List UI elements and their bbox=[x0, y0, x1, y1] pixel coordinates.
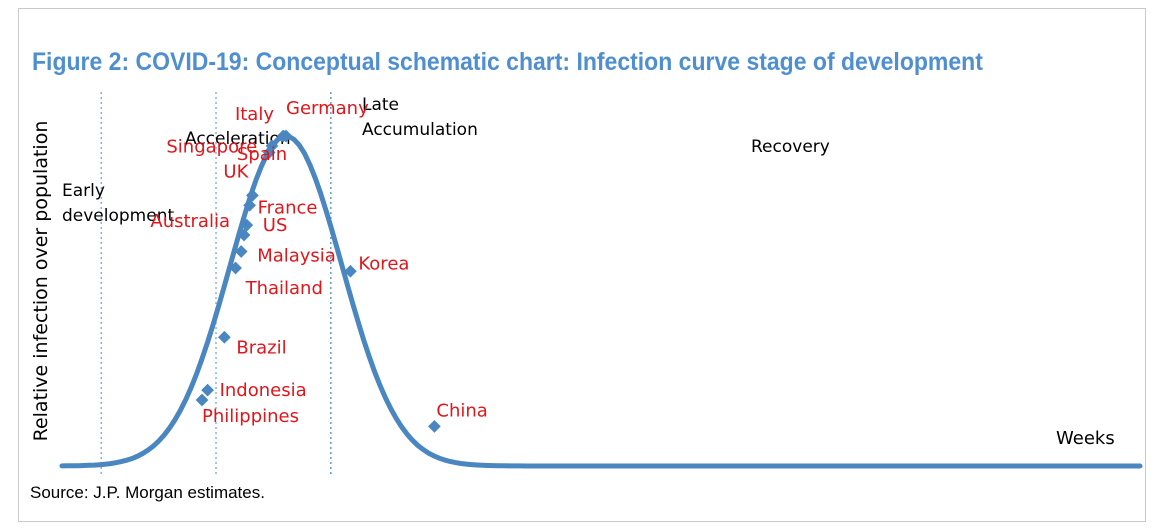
country-label-korea: Korea bbox=[358, 253, 409, 274]
chart-title: Figure 2: COVID-19: Conceptual schematic… bbox=[32, 48, 983, 76]
country-label-spain: Spain bbox=[237, 144, 287, 165]
country-label-indonesia: Indonesia bbox=[220, 380, 307, 401]
country-label-us: US bbox=[263, 215, 288, 236]
country-label-australia: Australia bbox=[150, 211, 230, 232]
chart-frame bbox=[18, 8, 1146, 522]
country-label-uk: UK bbox=[223, 161, 249, 182]
country-label-germany: Germany bbox=[286, 98, 369, 119]
country-label-malaysia: Malaysia bbox=[257, 246, 336, 267]
country-label-china: China bbox=[436, 400, 487, 421]
marker-thailand bbox=[229, 261, 242, 275]
source-note: Source: J.P. Morgan estimates. bbox=[30, 483, 265, 502]
stage-label-early: Early bbox=[62, 181, 105, 201]
country-label-thailand: Thailand bbox=[245, 278, 323, 299]
marker-malaysia bbox=[234, 245, 248, 258]
marker-brazil bbox=[218, 330, 231, 344]
marker-indonesia bbox=[201, 383, 214, 397]
stage-label-recovery: Recovery bbox=[751, 137, 830, 157]
marker-australia bbox=[237, 228, 251, 242]
marker-germany bbox=[279, 129, 293, 143]
marker-china bbox=[428, 420, 441, 433]
stage-label-early: development bbox=[62, 206, 174, 226]
country-label-singapore: Singapore bbox=[166, 137, 257, 158]
stage-label-late: Late bbox=[362, 95, 399, 115]
country-label-italy: Italy bbox=[235, 104, 274, 125]
marker-korea bbox=[344, 264, 357, 278]
country-label-france: France bbox=[258, 197, 318, 218]
marker-philippines bbox=[195, 393, 209, 407]
stage-label-late: Accumulation bbox=[362, 120, 478, 140]
country-label-philippines: Philippines bbox=[202, 406, 299, 427]
x-axis-label: Weeks bbox=[1056, 428, 1115, 449]
marker-uk bbox=[246, 189, 259, 202]
marker-us bbox=[240, 218, 254, 232]
marker-france bbox=[243, 198, 256, 212]
stage-label-acceleration: Acceleration bbox=[185, 129, 291, 149]
marker-italy bbox=[265, 139, 279, 153]
country-label-brazil: Brazil bbox=[236, 337, 286, 358]
